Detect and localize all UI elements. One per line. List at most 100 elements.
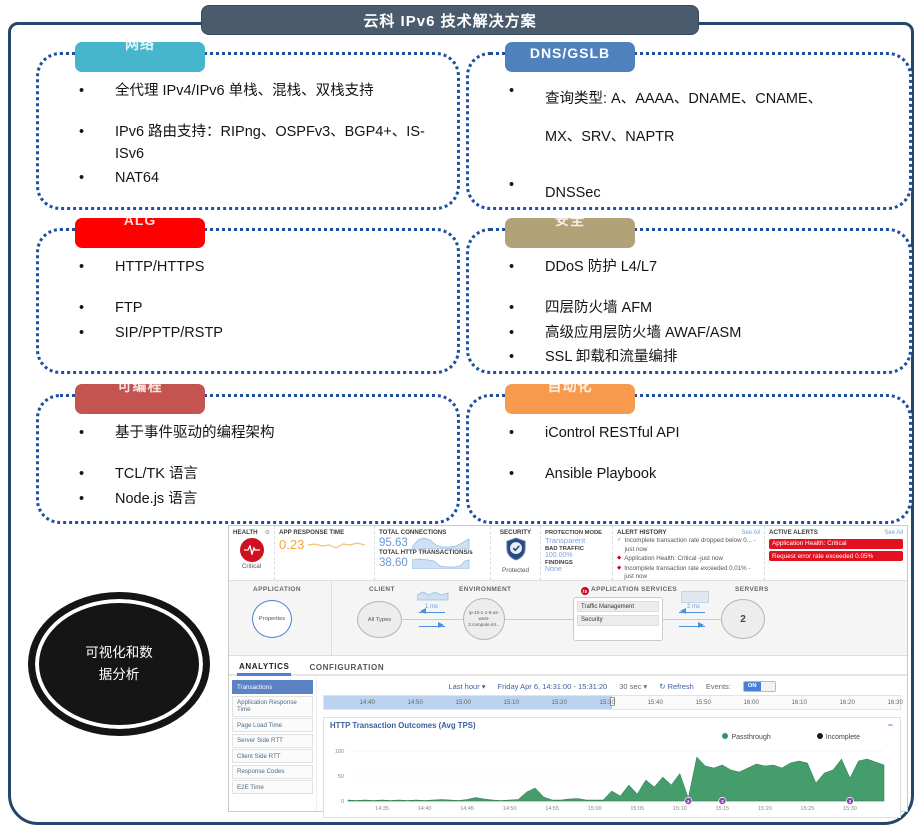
svg-text:2: 2 [849, 799, 852, 804]
bullet-item: • SSL 卸载和流量编排 [509, 349, 678, 366]
bullet-item: • Ansible Playbook [509, 465, 657, 482]
box-automation: 自动化 • iControl RESTful API • Ansible Playbo… [466, 384, 912, 524]
alert-history-label: ALERT HISTORY [617, 529, 667, 536]
svg-text:14:35: 14:35 [375, 806, 389, 812]
topology-connector [379, 619, 745, 620]
security-status: Protected [502, 567, 529, 574]
sidebar-item[interactable]: E2E Time [232, 780, 313, 794]
events-toggle-group: Events: [706, 682, 731, 691]
timeline-tick: 16:10 [791, 699, 807, 706]
svg-text:15:20: 15:20 [758, 806, 772, 812]
findings-label: FINDINGS [545, 560, 573, 566]
event-marker[interactable]: 3 [718, 797, 727, 805]
f5-logo-icon: f5 [581, 587, 589, 595]
active-alerts-see-all[interactable]: See All [884, 529, 903, 536]
right-arrow-icon [679, 622, 705, 629]
protection-section: PROTECTION MODE Transparent BAD TRAFFIC … [541, 526, 613, 580]
timeline-tick: 15:50 [695, 699, 711, 706]
service-row[interactable]: Traffic Management [577, 601, 659, 612]
svg-text:15:25: 15:25 [801, 806, 815, 812]
client-node[interactable]: All Types [357, 601, 402, 638]
timeline-tick: 15:10 [503, 699, 519, 706]
timeline-selection[interactable] [324, 696, 612, 709]
sidebar-item[interactable]: Transactions [232, 680, 313, 694]
environment-node[interactable]: ip-10-1-1-9.us-west-2.compute.int... [463, 598, 505, 640]
services-list: Traffic Management Security [577, 601, 659, 626]
bullet-item: • SIP/PPTP/RSTP [79, 324, 223, 341]
http-tps-label: TOTAL HTTP TRANSACTIONS/s [379, 549, 473, 556]
sidebar-item[interactable]: Client Side RTT [232, 749, 313, 763]
box-security: 安全 • DDoS 防护 L4/L7 • 四层防火墙 AFM • 高级应用层防火墙 AWA… [466, 218, 912, 374]
events-toggle[interactable]: ON [742, 680, 776, 692]
box-programmable-bullets: • 基于事件驱动的编程架构 • TCL/TK 语言 • Node.js 语言 [39, 397, 457, 510]
protection-mode-value: Transparent [545, 536, 586, 545]
findings-value: None [545, 566, 562, 573]
timeline-tick: 15:30 [599, 699, 615, 706]
application-node[interactable]: Properties [252, 600, 292, 638]
refresh-button[interactable]: ↻ Refresh [659, 681, 694, 691]
bad-traffic-label: BAD TRAFFIC [545, 546, 584, 552]
box-automation-bullets: • iControl RESTful API • Ansible Playbook [469, 397, 909, 486]
alert-history-item: ◆Application Health: Critical -just now [617, 555, 723, 563]
event-marker[interactable]: 2 [684, 797, 693, 805]
sidebar-item[interactable]: Application Response Time [232, 695, 313, 717]
sidebar-item[interactable]: Server Side RTT [232, 733, 313, 748]
timeline-tick: 16:00 [743, 699, 759, 706]
box-alg-label: ALG [123, 218, 157, 228]
collapse-icon[interactable]: − [887, 720, 893, 730]
timeline-track[interactable]: 14:40 14:50 15:00 15:10 15:20 15:30 15:40 15:50… [323, 695, 903, 710]
bullet-item: • DNSSec [509, 177, 601, 202]
legend-item: Incomplete [816, 733, 860, 741]
svg-text:14:50: 14:50 [503, 806, 517, 812]
tps-chart-panel: HTTP Transaction Outcomes (Avg TPS) Pass… [323, 717, 901, 818]
chevron-down-icon: ▾ [643, 681, 648, 691]
topology-map: APPLICATION CLIENT ENVIRONMENT f5 APPLICA… [229, 581, 907, 656]
box-network-tab: 网络 [75, 42, 205, 72]
servers-node[interactable]: 2 [721, 599, 765, 639]
connections-value: 95.63 [379, 536, 408, 549]
bullet-item: • Node.js 语言 [79, 490, 198, 507]
alert-history-see-all[interactable]: See All [741, 529, 760, 536]
environment-column-label: ENVIRONMENT [459, 586, 512, 593]
bullet-item: • IPv6 路由支持：RIPng、OSPFv3、BGP4+、IS-ISv6 [79, 123, 425, 162]
sidebar-item[interactable]: Response Codes [232, 764, 313, 779]
timeline-tick: 15:00 [455, 699, 471, 706]
bullet-item: • iControl RESTful API [509, 425, 680, 441]
box-programmable-tab: 可编程 [75, 384, 205, 414]
active-alert-badge: Application Health: Critical [769, 538, 903, 549]
analytics-sidebar: Transactions Application Response Time Pag… [229, 676, 317, 811]
connections-section: TOTAL CONNECTIONS 95.63 TOTAL HTTP TRANS… [375, 526, 491, 580]
health-status-icon [239, 538, 264, 562]
legend-dot [816, 733, 823, 739]
timeline-handle[interactable] [610, 697, 615, 706]
tab-analytics[interactable]: ANALYTICS [237, 662, 292, 676]
gear-icon[interactable]: ⚙ [264, 530, 270, 536]
box-dns-gslb-bullets: • 查询类型: A、AAAA、DNAME、CNAME、MX、SRV、NAPTR • D… [469, 55, 909, 270]
box-automation-tab: 自动化 [505, 384, 635, 414]
protection-mode-label: PROTECTION MODE [545, 530, 603, 536]
active-alert-badge: Request error rate exceeded 0.05% [769, 551, 903, 561]
svg-text:15:10: 15:10 [673, 806, 687, 812]
svg-text:50: 50 [338, 774, 344, 780]
left-arrow-icon [679, 608, 705, 615]
app-response-section: APP RESPONSE TIME 0.23 [275, 526, 375, 580]
sidebar-item[interactable]: Page Load Time [232, 718, 313, 732]
service-row[interactable]: Security [577, 614, 659, 626]
box-network-bullets: • 全代理 IPv4/IPv6 单栈、混栈、双栈支持 • IPv6 路由支持：RIPn… [39, 55, 457, 190]
alert-history-section: ALERT HISTORY See All ✓ Incomplete transac… [613, 526, 765, 599]
events-toggle-state: ON [743, 681, 761, 691]
chart-title: HTTP Transaction Outcomes (Avg TPS) [330, 721, 476, 730]
event-marker[interactable]: 2 [846, 797, 854, 805]
active-alerts-section: ACTIVE ALERTS See All Application Health:… [765, 526, 907, 580]
bullet-item: • 四层防火墙 AFM [509, 299, 653, 316]
dashboard: HEALTH ⚙ Critical APP RESPONSE TIME 0.23 … [228, 525, 908, 818]
box-alg: ALG • HTTP/HTTPS • FTP • SIP/PPTP/RSTP [36, 218, 460, 374]
range-dropdown[interactable]: Last hour ▾ [448, 681, 486, 691]
svg-text:15:05: 15:05 [630, 806, 644, 812]
interval-dropdown[interactable]: 30 sec ▾ [619, 681, 648, 691]
tps-chart-svg: 0 50 100 14:35 14:40 14:45 14:50 14:55 15:00 15:0… [335, 749, 885, 812]
http-tps-sparkline [411, 558, 470, 569]
box-dns-gslb-label: DNS/GSLB [529, 45, 611, 61]
tab-configuration[interactable]: CONFIGURATION [309, 663, 385, 672]
right-arrow-icon [419, 622, 445, 629]
